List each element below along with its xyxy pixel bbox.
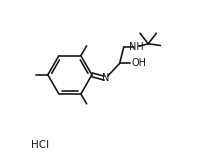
Text: NH: NH xyxy=(128,42,143,52)
Text: OH: OH xyxy=(131,58,146,68)
Text: N: N xyxy=(102,73,109,83)
Text: HCl: HCl xyxy=(31,140,49,150)
